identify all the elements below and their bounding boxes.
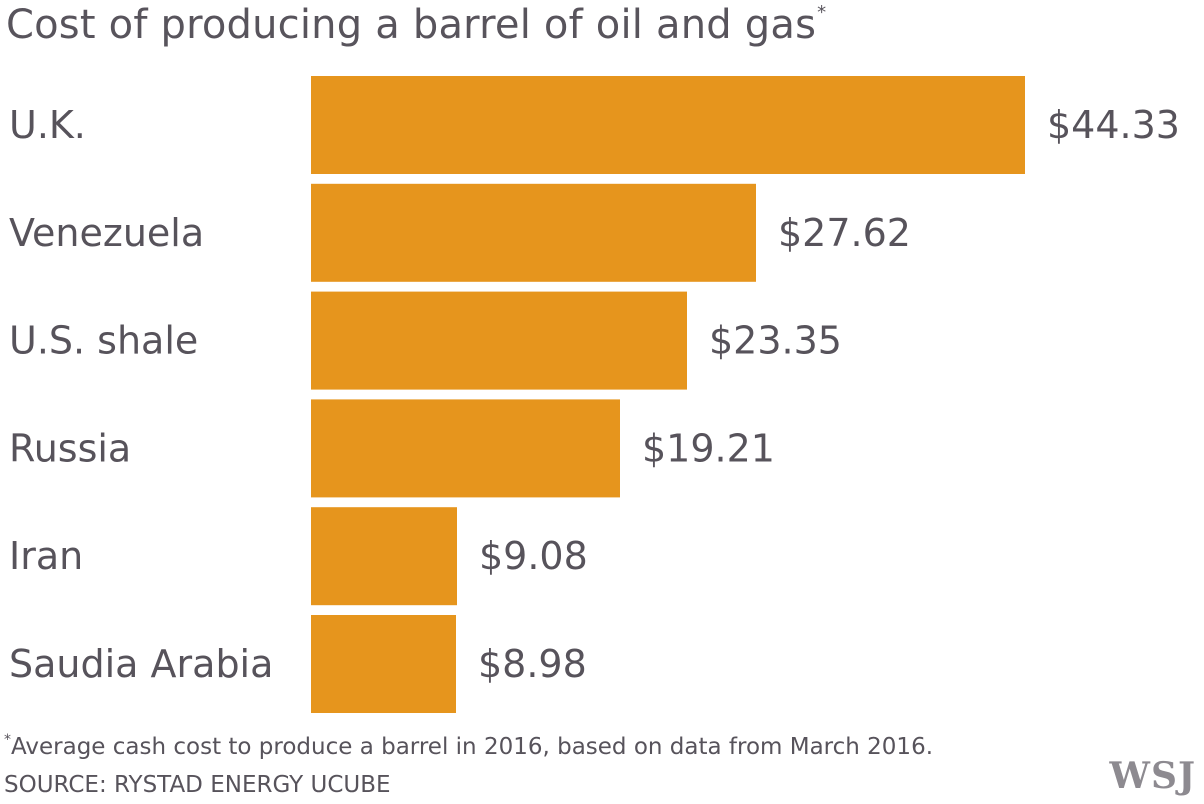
chart-title-text: Cost of producing a barrel of oil and ga… (6, 2, 817, 48)
chart-title-footnote-marker: * (817, 2, 827, 23)
category-label: Russia (9, 426, 131, 470)
category-label: U.K. (9, 103, 86, 147)
bar (311, 183, 756, 282)
footnote-marker: * (4, 732, 11, 748)
category-label: Saudia Arabia (9, 642, 273, 686)
value-label: $19.21 (642, 426, 775, 470)
bar (311, 399, 620, 498)
chart-title: Cost of producing a barrel of oil and ga… (6, 0, 826, 50)
value-label: $8.98 (478, 642, 587, 686)
category-label: U.S. shale (9, 319, 198, 363)
category-label: Iran (9, 534, 83, 578)
bar-chart: U.K. $44.33 Venezuela $27.62 U.S. shale $23.3… (9, 76, 1180, 713)
footnote: *Average cash cost to produce a barrel i… (4, 732, 933, 762)
bar (311, 76, 1025, 174)
value-label: $23.35 (709, 319, 842, 363)
source-line: SOURCE: RYSTAD ENERGY UCUBE (4, 772, 391, 798)
bar (311, 291, 687, 390)
value-label: $27.62 (778, 211, 911, 255)
bars-layer: U.K. $44.33 Venezuela $27.62 U.S. shale $23.3… (9, 76, 1180, 713)
wsj-logo: WSJ (1109, 755, 1196, 797)
bar (311, 615, 456, 713)
value-label: $44.33 (1047, 103, 1180, 147)
bar (311, 507, 457, 606)
footnote-text: Average cash cost to produce a barrel in… (11, 734, 934, 760)
value-label: $9.08 (479, 534, 588, 578)
category-label: Venezuela (9, 211, 204, 255)
